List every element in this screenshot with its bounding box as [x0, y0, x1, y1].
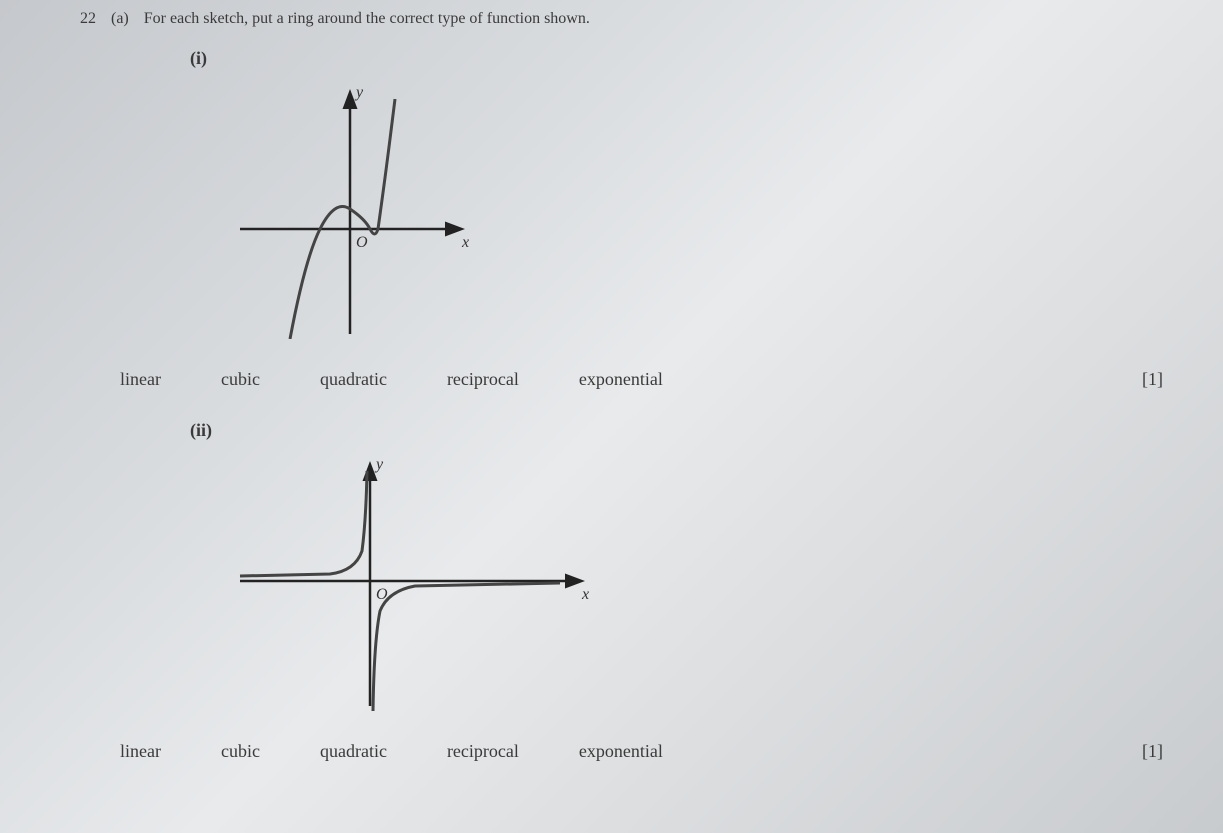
option-ii-cubic[interactable]: cubic	[221, 741, 260, 762]
option-ii-reciprocal[interactable]: reciprocal	[447, 741, 519, 762]
subpart-ii-label: (ii)	[190, 420, 1183, 441]
svg-text:y: y	[374, 456, 384, 473]
graph-i-container: y x O	[230, 79, 1183, 339]
option-i-cubic[interactable]: cubic	[221, 369, 260, 390]
option-ii-quadratic[interactable]: quadratic	[320, 741, 387, 762]
option-ii-linear[interactable]: linear	[120, 741, 161, 762]
svg-text:y: y	[354, 84, 364, 101]
option-i-linear[interactable]: linear	[120, 369, 161, 390]
options-row-ii: linear cubic quadratic reciprocal expone…	[120, 741, 1183, 762]
svg-text:x: x	[581, 586, 589, 603]
svg-text:O: O	[376, 586, 388, 603]
subpart-i: (i) y x O	[190, 48, 1183, 339]
subpart-ii: (ii) y x O	[190, 420, 1183, 711]
question-number: 22	[80, 10, 96, 28]
graph-i: y x O	[230, 79, 470, 339]
graph-ii: y x O	[230, 451, 590, 711]
marks-i: [1]	[1142, 369, 1163, 390]
option-i-reciprocal[interactable]: reciprocal	[447, 369, 519, 390]
question-part: (a)	[111, 10, 129, 28]
svg-text:x: x	[461, 234, 469, 251]
option-i-exponential[interactable]: exponential	[579, 369, 663, 390]
marks-ii: [1]	[1142, 741, 1163, 762]
svg-text:O: O	[356, 234, 368, 251]
option-i-quadratic[interactable]: quadratic	[320, 369, 387, 390]
options-row-i: linear cubic quadratic reciprocal expone…	[120, 369, 1183, 390]
graph-ii-container: y x O	[230, 451, 1183, 711]
question-text: For each sketch, put a ring around the c…	[144, 10, 590, 28]
question-header: 22 (a) For each sketch, put a ring aroun…	[80, 10, 1183, 28]
subpart-i-label: (i)	[190, 48, 1183, 69]
option-ii-exponential[interactable]: exponential	[579, 741, 663, 762]
